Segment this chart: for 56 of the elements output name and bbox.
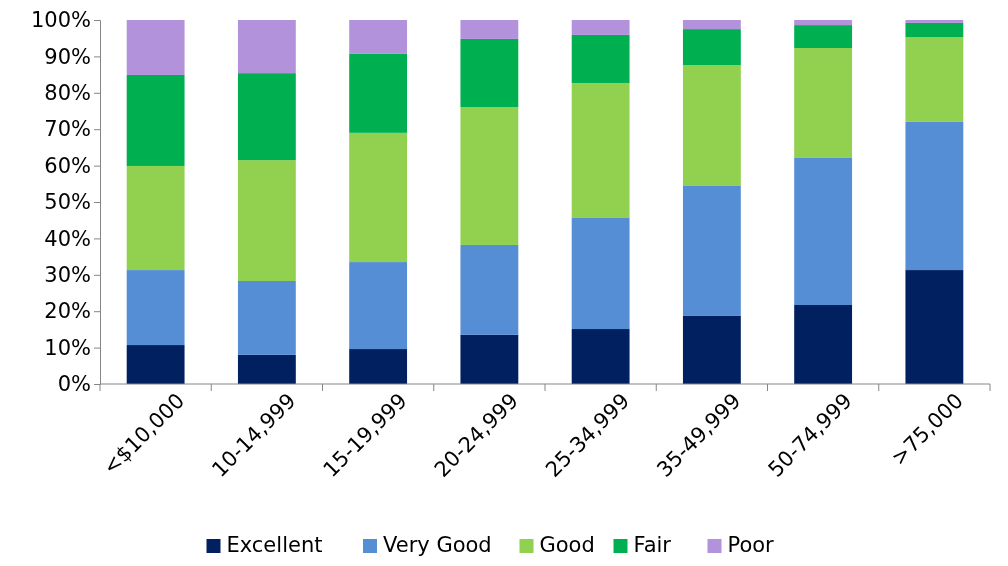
bar [794, 305, 853, 384]
bar [794, 157, 853, 306]
bar [126, 20, 185, 75]
bar [682, 185, 741, 316]
y-tick-label: 30% [44, 263, 91, 288]
bar [571, 34, 630, 83]
bar [571, 329, 630, 384]
bar [237, 160, 296, 281]
y-tick-label: 20% [44, 299, 91, 324]
bar [126, 74, 185, 166]
bar [237, 354, 296, 384]
y-tick-label: 40% [44, 226, 91, 251]
bar [460, 244, 519, 335]
legend-label: Good [539, 533, 595, 557]
bar [126, 270, 185, 346]
bar [571, 218, 630, 330]
bar [794, 25, 853, 49]
bar [349, 262, 408, 350]
bar [905, 37, 964, 122]
bar [237, 20, 296, 74]
y-tick-label: 80% [44, 81, 91, 106]
bar [126, 345, 185, 384]
bar [460, 20, 519, 39]
bar [349, 20, 408, 54]
bar [905, 22, 964, 38]
bar [237, 73, 296, 161]
bar [571, 20, 630, 35]
bar [905, 121, 964, 271]
bar [571, 82, 630, 219]
bar [682, 20, 741, 30]
y-tick-label: 0% [57, 372, 91, 397]
bar [794, 48, 853, 158]
legend-label: Fair [633, 533, 672, 557]
bar [126, 165, 185, 271]
legend-label: Excellent [226, 533, 323, 557]
y-tick-label: 70% [44, 117, 91, 142]
bar [905, 270, 964, 384]
bar [349, 349, 408, 384]
y-tick-label: 100% [30, 8, 91, 33]
y-tick-label: 10% [44, 335, 91, 360]
bar [237, 280, 296, 355]
bar [460, 38, 519, 107]
bar [682, 65, 741, 186]
legend-label: Very Good [383, 533, 492, 557]
bar [460, 107, 519, 245]
bar [682, 29, 741, 66]
bar [460, 334, 519, 384]
bar [905, 20, 964, 23]
bar [682, 315, 741, 384]
y-tick-label: 60% [44, 153, 91, 178]
y-tick-label: 50% [44, 190, 91, 215]
bar [794, 20, 853, 26]
y-tick-label: 90% [44, 44, 91, 69]
legend-label: Poor [727, 533, 775, 557]
bar [349, 53, 408, 133]
bar [349, 132, 408, 263]
